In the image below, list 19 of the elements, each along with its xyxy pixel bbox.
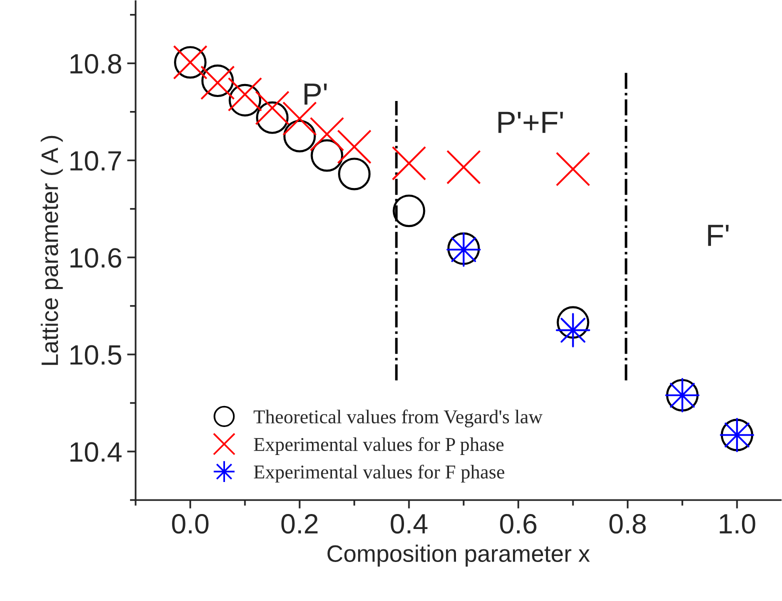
- y-tick-label: 10.4: [70, 442, 122, 462]
- annotation: F': [708, 224, 729, 246]
- x-tick-label: 0.2: [281, 514, 318, 534]
- x-tick-label: 0.8: [609, 514, 646, 534]
- annotation: P': [304, 84, 327, 105]
- annotation: P'+F': [498, 112, 563, 133]
- legend-label: Experimental values for F phase: [254, 464, 504, 483]
- y-tick-label: 10.5: [70, 345, 122, 365]
- y-tick-label: 10.7: [70, 151, 122, 171]
- x-tick-label: 0.0: [172, 514, 208, 534]
- legend-label: Theoretical values from Vegard's law: [254, 410, 543, 428]
- x-axis-title: Composition parameter x: [327, 544, 590, 567]
- x-tick-label: 0.6: [500, 514, 536, 534]
- y-axis-title: Lattice parameter ( A ): [40, 136, 63, 365]
- y-tick-label: 10.6: [70, 248, 122, 268]
- legend-label: Experimental values for P phase: [254, 437, 504, 455]
- x-tick-label: 0.4: [390, 514, 428, 534]
- y-tick-label: 10.8: [70, 54, 122, 74]
- x-tick-label: 1.0: [720, 514, 756, 534]
